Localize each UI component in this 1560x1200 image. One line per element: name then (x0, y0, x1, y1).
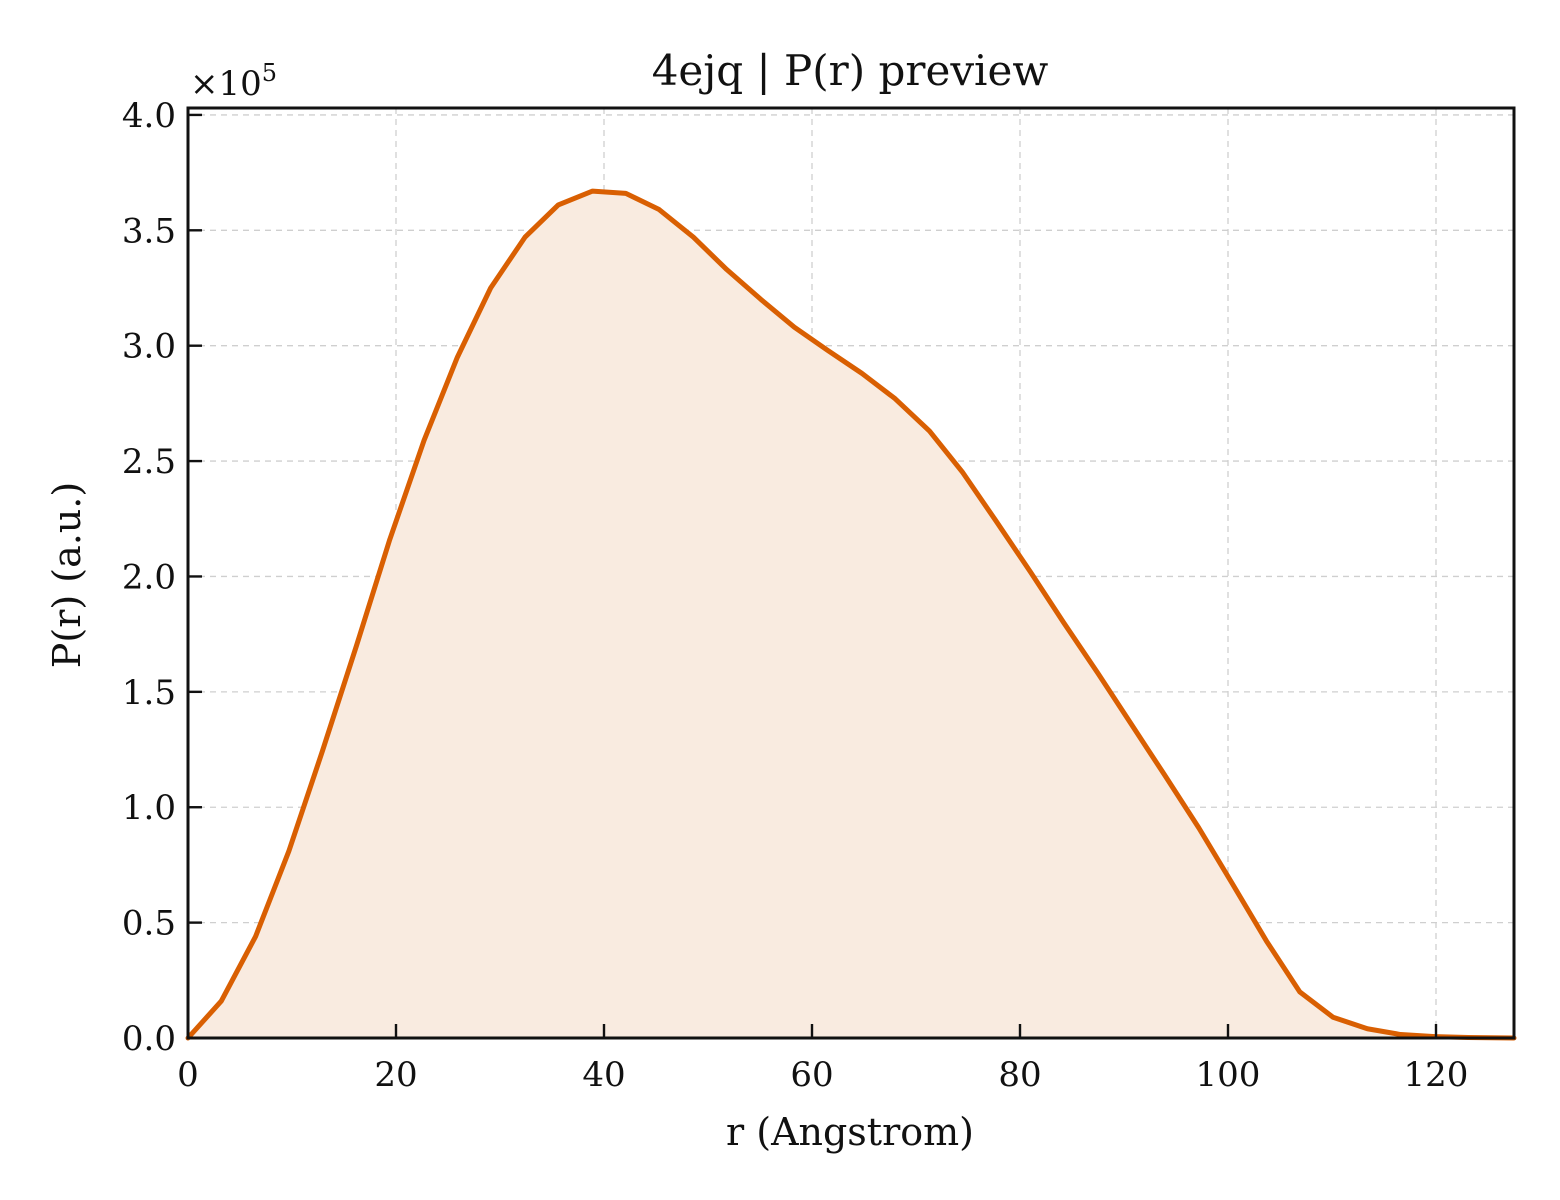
y-tick-label: 3.5 (122, 211, 176, 251)
x-tick-label: 80 (998, 1055, 1041, 1095)
y-tick-label: 1.5 (122, 673, 176, 713)
series-area-fill (188, 191, 1514, 1038)
plot-frame (186, 106, 1516, 1040)
y-tick-label: 2.0 (122, 557, 176, 597)
y-tick-label: 3.0 (122, 327, 176, 367)
x-tick-label: 100 (1196, 1055, 1261, 1095)
y-axis-label: P(r) (a.u.) (45, 482, 89, 668)
y-offset-exponent: 5 (262, 59, 277, 87)
y-offset-base: ×10 (190, 64, 262, 104)
y-tick-label: 1.0 (122, 788, 176, 828)
chart-title: 4ejq | P(r) preview (652, 46, 1049, 95)
series-line (185, 188, 1517, 1041)
x-tick-label: 0 (177, 1055, 199, 1095)
y-tick-label: 0.0 (122, 1019, 176, 1059)
area-layer (185, 188, 1517, 1041)
x-axis-label: r (Angstrom) (726, 1110, 974, 1154)
x-tick-label: 20 (374, 1055, 417, 1095)
y-tick-label: 0.5 (122, 904, 176, 944)
ticks-layer: 0 20 40 60 80 100 120 0.0 0.5 1.0 1.5 2.0 2.5 3.0 3.5 4… (122, 96, 1469, 1095)
y-tick-label: 2.5 (122, 442, 176, 482)
x-tick-label: 120 (1404, 1055, 1469, 1095)
x-tick-label: 40 (582, 1055, 625, 1095)
x-tick-label: 60 (790, 1055, 833, 1095)
y-offset-multiplier: ×105 (190, 59, 277, 104)
y-tick-label: 4.0 (122, 96, 176, 136)
